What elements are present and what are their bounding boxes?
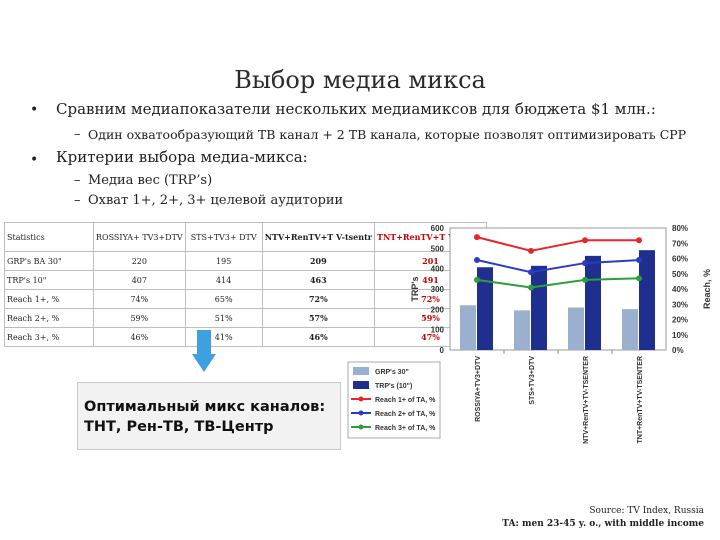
point-reach-1	[528, 247, 534, 254]
y2-tick-label: 70%	[672, 239, 688, 248]
table-header-cell: STS+TV3+ DTV	[184, 222, 263, 252]
bar-grp	[514, 310, 530, 350]
conclusion-line2: ТНТ, Рен-ТВ, ТВ-Центр	[84, 419, 274, 435]
table-cell: 46%	[93, 327, 186, 347]
conclusion-line1: Оптимальный микс каналов:	[84, 399, 326, 415]
legend-label: GRP's 30"	[375, 369, 409, 376]
table-cell: 407	[93, 270, 186, 290]
y2-tick-label: 0%	[672, 346, 684, 355]
y2-tick-label: 20%	[672, 316, 688, 325]
y2-tick-label: 10%	[672, 331, 688, 340]
y-tick-label: 600	[431, 224, 445, 233]
point-reach-2	[582, 260, 588, 267]
table-cell: 51%	[184, 308, 263, 328]
legend-label: Reach 3+ of TA, %	[375, 425, 436, 432]
table-header-cell: ROSSIYA+ TV3+DTV	[93, 222, 186, 252]
sub-bullet-channels: Один охватообразующий ТВ канал + 2 ТВ ка…	[88, 127, 687, 142]
legend-swatch	[353, 381, 369, 389]
media-mix-chart: 0 100 200 300 400 500 600 0% 10% 20% 30% 40% 50% 60% 7…	[347, 224, 712, 444]
x-tick-label: STS+TV3+DTV	[529, 356, 536, 405]
line-reach-3	[476, 277, 640, 289]
table-cell: 74%	[93, 289, 186, 309]
table-header-cell: Statistics	[4, 222, 94, 252]
y-tick-label: 300	[431, 285, 445, 294]
bar-grp	[460, 305, 476, 350]
table-cell: 59%	[93, 308, 186, 328]
x-tick-label: ROSSIYA+TV3+DTV	[475, 356, 482, 422]
point-reach-2	[636, 257, 642, 264]
point-reach-3	[582, 276, 588, 283]
y-axis-label: TRP's	[410, 276, 420, 301]
sub-bullet-media-weight: Медиа вес (TRP’s)	[88, 173, 213, 188]
dash-marker: –	[74, 193, 81, 208]
table-cell: 65%	[184, 289, 263, 309]
table-cell: Reach 2+, %	[4, 308, 94, 328]
legend-swatch-dot	[358, 396, 364, 402]
legend-swatch-dot	[358, 410, 364, 416]
dash-marker: –	[74, 127, 81, 142]
table-cell: 220	[93, 251, 186, 271]
bullet-marker: •	[30, 102, 39, 118]
y2-tick-label: 50%	[672, 270, 688, 279]
table-cell: Reach 1+, %	[4, 289, 94, 309]
line-reach-1	[476, 236, 639, 252]
point-reach-2	[528, 269, 534, 276]
target-audience-note: TA: men 23-45 y. o., with middle income	[502, 519, 704, 529]
y-tick-label: 100	[431, 326, 445, 335]
bar-grp	[622, 309, 638, 350]
point-reach-1	[636, 237, 642, 244]
bar-trp	[531, 265, 547, 350]
y2-tick-label: 60%	[672, 255, 688, 264]
point-reach-3	[636, 275, 642, 282]
y-tick-label: 400	[431, 265, 445, 274]
x-tick-label: NTV+RenTV+TV-TSENTER	[583, 356, 590, 444]
bullet-criteria: Критерии выбора медиа-микса:	[56, 148, 308, 166]
bullet-marker: •	[30, 152, 39, 168]
line-reach-2	[476, 259, 640, 274]
y2-tick-label: 30%	[672, 300, 688, 309]
y2-tick-label: 80%	[672, 224, 688, 233]
bar-grp	[568, 307, 584, 350]
bar-trp	[477, 267, 493, 350]
y2-tick-label: 40%	[672, 285, 688, 294]
dash-marker: –	[74, 173, 81, 188]
point-reach-3	[528, 284, 534, 291]
point-reach-2	[474, 257, 480, 264]
y2-axis-label: Reach, %	[702, 269, 712, 309]
point-reach-1	[474, 234, 480, 241]
legend-label: TRP's (10")	[375, 383, 412, 390]
slide-title: Выбор медиа микса	[234, 66, 486, 94]
table-cell: GRP's BA 30"	[4, 251, 94, 271]
table-cell: TRP's 10"	[4, 270, 94, 290]
x-tick-label: TNT+RenTV+TV-TSENTER	[637, 356, 644, 444]
point-reach-3	[474, 276, 480, 283]
table-cell: 46%	[261, 327, 375, 347]
source-note: Source: TV Index, Russia	[589, 506, 704, 516]
legend-swatch-dot	[358, 424, 364, 430]
down-arrow-icon	[192, 330, 216, 372]
bullet-budget: Сравним медиапоказатели нескольких медиа…	[56, 100, 656, 118]
bar-trp	[639, 250, 655, 350]
table-cell: 414	[184, 270, 263, 290]
y-tick-label: 0	[440, 346, 445, 355]
table-cell: 195	[184, 251, 263, 271]
bar-trp	[585, 255, 601, 350]
sub-bullet-reach: Охват 1+, 2+, 3+ целевой аудитории	[88, 193, 344, 208]
legend-label: Reach 1+ of TA, %	[375, 397, 436, 404]
point-reach-1	[582, 237, 588, 244]
conclusion-box: Оптимальный микс каналов: ТНТ, Рен-ТВ, Т…	[77, 382, 341, 450]
y-tick-label: 500	[431, 244, 445, 253]
legend-label: Reach 2+ of TA, %	[375, 411, 436, 418]
legend-swatch	[353, 367, 369, 375]
table-cell: Reach 3+, %	[4, 327, 94, 347]
y-tick-label: 200	[431, 305, 445, 314]
